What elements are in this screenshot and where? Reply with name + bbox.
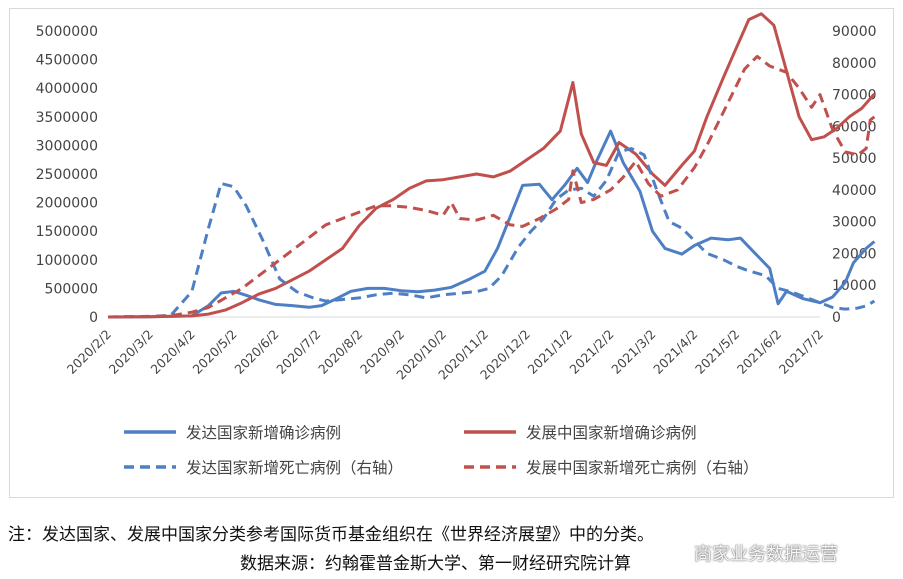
y-left-tick-label: 5000000 — [36, 24, 98, 40]
x-tick-label: 2020/4/2 — [148, 327, 198, 377]
chart-frame: 0 500000 1000000 1500000 2000000 2500000 30000… — [9, 8, 894, 498]
x-tick-label: 2021/1/2 — [525, 327, 575, 377]
y-right-tick-label: 90000 — [832, 24, 877, 40]
x-tick-label: 2020/5/2 — [189, 327, 239, 377]
x-tick-label: 2020/6/2 — [231, 327, 281, 377]
legend-label-4: 发展中国家新增死亡病例（右轴） — [526, 459, 759, 477]
y-left-tick-label: 4500000 — [36, 53, 98, 69]
y-right-tick-label: 10000 — [832, 278, 877, 294]
y-right-tick-label: 50000 — [832, 151, 877, 167]
x-tick-label: 2020/3/2 — [106, 327, 156, 377]
y-left-tick-label: 1500000 — [36, 224, 98, 240]
classification-note: 注：发达国家、发展中国家分类参考国际货币基金组织在《世界经济展望》中的分类。 — [8, 525, 654, 545]
y-left-tick-label: 500000 — [45, 281, 98, 297]
series-line-2 — [107, 12, 876, 319]
x-tick-label: 2020/8/2 — [315, 327, 365, 377]
x-tick-label: 2020/7/2 — [273, 327, 323, 377]
legend-label-2: 发展中国家新增确诊病例 — [526, 424, 697, 442]
y-left-tick-label: 1000000 — [36, 253, 98, 269]
y-right-tick-label: 70000 — [832, 88, 877, 104]
y-left-tick-label: 0 — [89, 310, 98, 326]
y-right-tick-label: 40000 — [832, 183, 877, 199]
data-source-note: 数据来源：约翰霍普金斯大学、第一财经研究院计算 — [240, 554, 631, 574]
watermark: 商家业务数据运营 — [694, 544, 838, 565]
y-right-tick-label: 0 — [832, 310, 841, 326]
x-tick-label: 2021/7/2 — [776, 327, 826, 377]
y-left-tick-label: 3500000 — [36, 110, 98, 126]
y-left-tick-label: 3000000 — [36, 138, 98, 154]
series-line-3 — [107, 147, 876, 319]
y-right-tick-label: 80000 — [832, 56, 877, 72]
series-line-4 — [107, 54, 876, 319]
y-right-tick-label: 30000 — [832, 215, 877, 231]
y-left-tick-label: 2000000 — [36, 196, 98, 212]
x-tick-label: 2021/2/2 — [566, 327, 616, 377]
x-tick-label: 2021/5/2 — [692, 327, 742, 377]
line-chart: 0500000100000015000002000000250000030000… — [36, 12, 877, 477]
x-tick-label: 2020/2/2 — [64, 327, 114, 377]
x-tick-label: 2021/3/2 — [608, 327, 658, 377]
y-left-tick-label: 2500000 — [36, 167, 98, 183]
legend-label-3: 发达国家新增死亡病例（右轴） — [186, 459, 403, 477]
legend-label-1: 发达国家新增确诊病例 — [186, 424, 341, 442]
y-left-tick-label: 4000000 — [36, 81, 98, 97]
x-tick-label: 2021/4/2 — [650, 327, 700, 377]
series-line-1 — [107, 129, 876, 319]
x-tick-label: 2021/6/2 — [734, 327, 784, 377]
